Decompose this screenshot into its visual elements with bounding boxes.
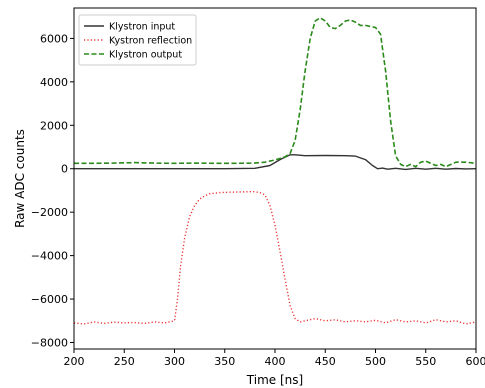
x-tick-label: 450 [315, 355, 336, 368]
y-tick-label: −6000 [31, 293, 68, 306]
x-tick-label: 300 [164, 355, 185, 368]
x-tick-label: 400 [265, 355, 286, 368]
y-tick-label: 4000 [40, 76, 68, 89]
x-tick-label: 250 [114, 355, 135, 368]
legend-label-1: Kystron reflection [109, 36, 192, 47]
y-tick-label: −2000 [31, 206, 68, 219]
y-tick-label: 0 [61, 163, 68, 176]
x-tick-label: 600 [466, 355, 485, 368]
series-line-2 [74, 16, 477, 168]
x-axis-ticks: 200 250 300 350 400 450 500 550 600 [64, 349, 485, 368]
x-tick-label: 350 [214, 355, 235, 368]
x-tick-label: 550 [415, 355, 436, 368]
y-tick-label: 6000 [40, 32, 68, 45]
series-layer [73, 16, 477, 325]
legend: Klystron input Kystron reflection Klystron… [78, 14, 197, 66]
legend-label-2: Klystron output [109, 50, 182, 61]
y-tick-label: −4000 [31, 250, 68, 263]
series-line-1 [73, 190, 477, 325]
legend-label-0: Klystron input [109, 22, 175, 33]
y-axis-label: Raw ADC counts [13, 129, 27, 228]
series-line-0 [74, 154, 477, 171]
y-axis-ticks: −8000 −6000 −4000 −2000 0 2000 4000 6000 [31, 32, 74, 349]
x-tick-label: 200 [64, 355, 85, 368]
plot-frame [73, 7, 477, 350]
y-tick-label: 2000 [40, 119, 68, 132]
y-tick-label: −8000 [31, 336, 68, 349]
legend-box [78, 14, 197, 66]
x-axis-label: Time [ns] [246, 373, 303, 387]
x-tick-label: 500 [365, 355, 386, 368]
